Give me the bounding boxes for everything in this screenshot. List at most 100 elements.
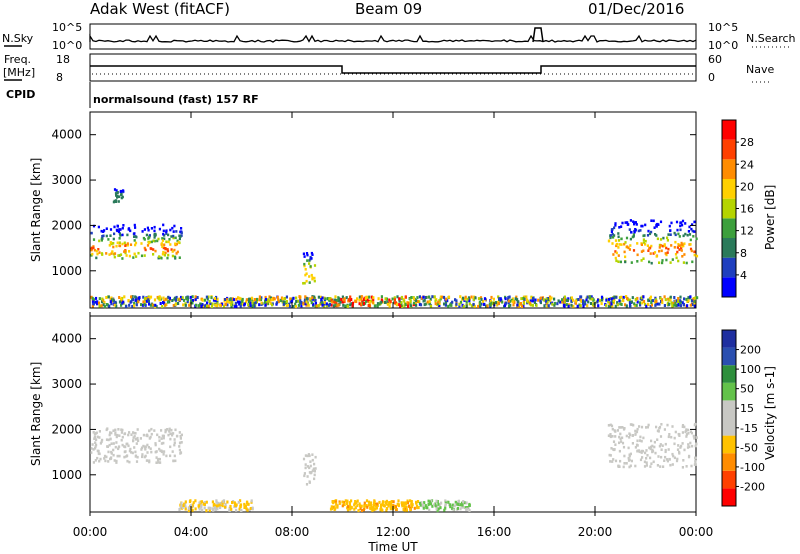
scatter-cell	[644, 451, 647, 455]
scatter-cell	[343, 300, 346, 304]
scatter-cell	[427, 499, 430, 503]
scatter-cell	[135, 255, 138, 258]
scatter-cell	[104, 459, 107, 463]
scatter-cell	[183, 298, 186, 302]
scatter-cell	[473, 295, 476, 299]
scatter-cell	[429, 304, 433, 308]
scatter-cell	[132, 256, 135, 259]
scatter-cell	[653, 445, 656, 449]
scatter-cell	[258, 295, 261, 299]
scatter-cell	[693, 301, 696, 305]
scatter-cell	[601, 298, 604, 302]
scatter-cell	[681, 245, 684, 248]
scatter-cell	[161, 239, 164, 242]
scatter-cell	[661, 261, 664, 265]
scatter-cell	[195, 303, 198, 307]
scatter-cell	[396, 295, 399, 299]
scatter-cell	[215, 303, 218, 307]
scatter-cell	[369, 501, 373, 505]
colorbar-tick-label: 20	[740, 180, 754, 193]
scatter-cell	[661, 259, 664, 262]
scatter-cell	[675, 299, 678, 303]
scatter-cell	[304, 273, 307, 277]
scatter-cell	[123, 295, 126, 299]
scatter-cell	[94, 296, 98, 300]
scatter-cell	[676, 250, 679, 254]
scatter-cell	[439, 297, 442, 301]
scatter-cell	[643, 460, 646, 464]
scatter-cell	[443, 302, 446, 306]
scatter-cell	[458, 305, 461, 309]
scatter-cell	[109, 431, 112, 434]
scatter-cell	[170, 248, 173, 251]
scatter-cell	[671, 425, 674, 428]
scatter-cell	[258, 303, 261, 307]
scatter-cell	[444, 506, 447, 510]
scatter-cell	[447, 500, 450, 504]
scatter-cell	[350, 506, 353, 510]
scatter-cell	[667, 233, 670, 236]
scatter-cell	[152, 239, 155, 243]
scatter-cell	[131, 295, 134, 299]
scatter-cell	[216, 507, 219, 511]
scatter-cell	[417, 506, 420, 510]
scatter-cell	[234, 301, 237, 305]
scatter-cell	[400, 301, 403, 304]
scatter-cell	[311, 469, 314, 472]
scatter-cell	[372, 296, 375, 300]
scatter-cell	[112, 237, 115, 241]
scatter-cell	[663, 459, 666, 462]
scatter-cell	[365, 499, 369, 503]
scatter-cell	[367, 500, 371, 504]
scatter-cell	[346, 499, 349, 503]
scatter-cell	[305, 483, 309, 486]
scatter-cell	[409, 297, 412, 301]
scatter-cell	[149, 295, 153, 299]
scatter-cell	[341, 504, 344, 508]
scatter-cell	[669, 261, 672, 264]
scatter-cell	[150, 450, 153, 454]
scatter-cell	[153, 225, 156, 229]
scatter-cell	[174, 257, 177, 260]
scatter-cell	[472, 298, 475, 301]
scatter-cell	[612, 440, 616, 443]
scatter-cell	[285, 295, 288, 299]
scatter-cell	[625, 462, 628, 465]
scatter-cell	[120, 196, 123, 200]
scatter-cell	[93, 248, 96, 252]
scatter-cell	[635, 430, 639, 434]
scatter-cell	[438, 304, 441, 307]
scatter-cell	[611, 460, 614, 463]
scatter-cell	[395, 508, 398, 511]
scatter-cell	[178, 256, 181, 259]
scatter-cell	[153, 236, 156, 239]
scatter-cell	[356, 297, 359, 301]
scatter-cell	[695, 254, 699, 258]
scatter-cell	[624, 303, 627, 307]
scatter-cell	[348, 504, 351, 507]
scatter-cell	[317, 304, 320, 308]
scatter-cell	[124, 251, 127, 255]
scatter-cell	[156, 239, 159, 243]
scatter-cell	[668, 224, 671, 228]
scatter-cell	[651, 448, 654, 452]
scatter-cell	[311, 458, 314, 462]
scatter-cell	[617, 232, 620, 235]
scatter-cell	[423, 303, 426, 307]
scatter-cell	[640, 449, 644, 453]
scatter-cell	[380, 300, 383, 304]
scatter-cell	[317, 295, 320, 299]
velocity-scatter	[90, 422, 698, 513]
scatter-cell	[645, 449, 648, 452]
scatter-cell	[618, 299, 621, 303]
scatter-cell	[607, 239, 611, 243]
scatter-cell	[124, 244, 127, 247]
scatter-cell	[675, 459, 679, 463]
scatter-cell	[94, 459, 97, 462]
scatter-cell	[459, 507, 462, 511]
scatter-cell	[158, 255, 161, 258]
scatter-cell	[367, 299, 370, 303]
scatter-cell	[632, 249, 636, 252]
scatter-cell	[678, 248, 681, 251]
scatter-cell	[371, 508, 374, 512]
